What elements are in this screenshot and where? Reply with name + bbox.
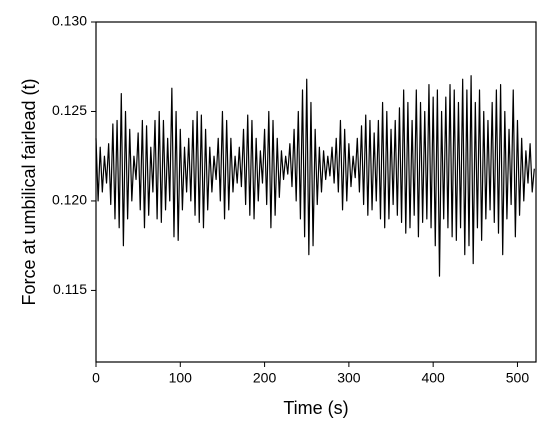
y-tick-label: 0.125 [52,102,87,118]
x-tick-label: 200 [253,370,277,386]
x-tick-label: 500 [506,370,530,386]
x-tick-label: 400 [421,370,445,386]
y-tick-label: 0.130 [52,13,87,29]
y-tick-label: 0.115 [53,281,87,297]
y-tick-label: 0.120 [52,192,87,208]
x-tick-label: 300 [337,370,361,386]
x-tick-label: 100 [169,370,193,386]
x-tick-label: 0 [92,370,100,386]
x-axis-title: Time (s) [283,398,348,418]
y-axis-title: Force at umbilical fairlead (t) [19,78,39,305]
plot-frame [95,21,537,363]
data-line [95,75,535,277]
